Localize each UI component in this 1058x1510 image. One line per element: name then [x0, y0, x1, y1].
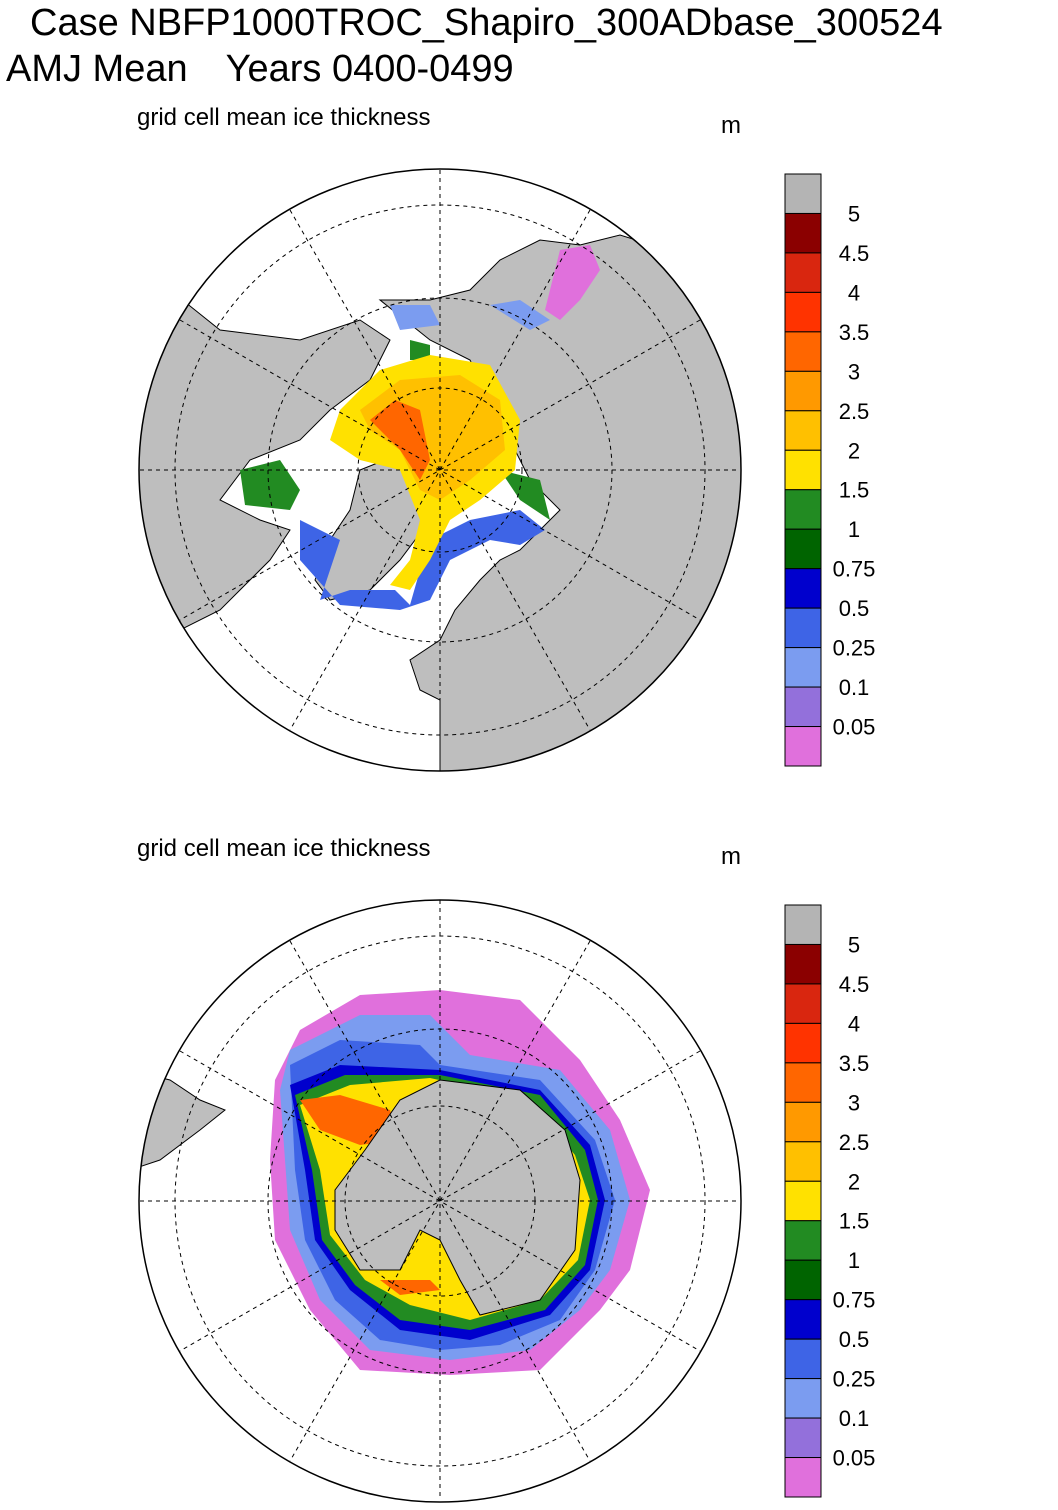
panel-subtitle-arctic: grid cell mean ice thickness [137, 104, 431, 131]
antarctic-polar-map: 5 4.5 4 3.5 3 2.5 2 1.5 1 0.75 0.5 0.25 0.1 0.05 [138, 899, 876, 1503]
sea-ice-thick-weddell [300, 1095, 440, 1295]
sea-ice-thicker [370, 400, 430, 480]
land-eurasia [378, 234, 741, 771]
colorbar-swatch [784, 291, 822, 333]
map-boundary [138, 899, 742, 1503]
colorbar-swatch [784, 449, 822, 491]
panel-subtitle-antarctic: grid cell mean ice thickness [137, 835, 431, 862]
colorbar-antarctic: 5 4.5 4 3.5 3 2.5 2 1.5 1 0.75 0.5 0.25 0.1 0.05 [784, 904, 876, 1498]
colorbar-swatch [784, 212, 822, 254]
map-boundary [138, 168, 742, 772]
graticule [140, 170, 740, 770]
colorbar-tick-label: 3 [848, 1090, 860, 1115]
colorbar-swatch [784, 607, 822, 649]
colorbar-tick-label: 4.5 [839, 241, 870, 266]
colorbar-tick-label: 1 [848, 517, 860, 542]
units-label-arctic: m [721, 112, 741, 139]
colorbar-swatch [784, 173, 822, 214]
colorbar-tick-label: 4 [848, 1011, 860, 1036]
colorbar-swatch [784, 686, 822, 728]
colorbar-swatch [784, 1417, 822, 1459]
colorbar-swatch [784, 1378, 822, 1419]
colorbar-swatch [784, 1259, 822, 1301]
colorbar-tick-label: 4.5 [839, 972, 870, 997]
colorbar-tick-label: 2.5 [839, 1130, 870, 1155]
season-label: AMJ Mean [6, 48, 188, 90]
colorbar-swatch [784, 1101, 822, 1143]
colorbar-tick-label: 0.5 [839, 596, 870, 621]
colorbar-swatch [784, 568, 822, 609]
colorbar-tick-label: 2 [848, 1169, 860, 1194]
colorbar-tick-label: 1.5 [839, 1209, 870, 1234]
colorbar-swatch [784, 370, 822, 412]
colorbar-swatch [784, 252, 822, 293]
plot-title-period: AMJ Mean Years 0400-0499 [6, 48, 552, 91]
colorbar-tick-label: 2.5 [839, 399, 870, 424]
land-north-america [139, 259, 391, 641]
colorbar-tick-label: 0.05 [833, 1446, 876, 1471]
units-label-antarctic: m [721, 843, 741, 870]
colorbar-tick-label: 0.1 [839, 1406, 870, 1431]
colorbar-tick-label: 0.25 [833, 636, 876, 661]
colorbar-swatch [784, 943, 822, 985]
colorbar-swatch [784, 983, 822, 1024]
colorbar-tick-label: 4 [848, 280, 860, 305]
colorbar-tick-label: 3 [848, 359, 860, 384]
colorbar-swatch [784, 1299, 822, 1340]
colorbar-tick-label: 0.5 [839, 1327, 870, 1352]
colorbar-swatch [784, 1457, 822, 1498]
colorbar-swatch [784, 331, 822, 372]
colorbar-tick-label: 1 [848, 1248, 860, 1273]
arctic-polar-map: 5 4.5 4 3.5 3 2.5 2 1.5 1 0.75 0.5 0.25 0.1 0.05 [138, 168, 876, 772]
sea-ice-margin-blue [300, 510, 545, 610]
colorbar-swatch [784, 528, 822, 570]
colorbar-tick-label: 0.05 [833, 715, 876, 740]
plot-title-case: Case NBFP1000TROC_Shapiro_300ADbase_3005… [30, 2, 943, 44]
colorbar-swatch [784, 489, 822, 530]
colorbar-tick-label: 5 [848, 932, 860, 957]
colorbar-swatch [784, 1338, 822, 1380]
colorbar-swatch [784, 1220, 822, 1261]
colorbar-swatch [784, 904, 822, 945]
colorbar-tick-label: 3.5 [839, 320, 870, 345]
colorbar-swatch [784, 1022, 822, 1064]
colorbar-tick-label: 0.75 [833, 557, 876, 582]
graticule [140, 900, 740, 1500]
colorbar-swatch [784, 1141, 822, 1182]
colorbar-tick-label: 3.5 [839, 1051, 870, 1076]
colorbar-swatch [784, 647, 822, 688]
land-antarctica [334, 1079, 581, 1316]
colorbar-tick-label: 0.25 [833, 1367, 876, 1392]
colorbar-tick-label: 2 [848, 438, 860, 463]
colorbar-tick-label: 0.1 [839, 675, 870, 700]
colorbar-swatch [784, 1180, 822, 1222]
years-label: Years 0400-0499 [225, 48, 514, 90]
colorbar-arctic: 5 4.5 4 3.5 3 2.5 2 1.5 1 0.75 0.5 0.25 0.1 0.05 [784, 173, 876, 767]
colorbar-tick-label: 1.5 [839, 478, 870, 503]
colorbar-swatch [784, 726, 822, 767]
colorbar-tick-label: 0.75 [833, 1288, 876, 1313]
colorbar-swatch [784, 1062, 822, 1103]
colorbar-tick-label: 5 [848, 201, 860, 226]
sea-ice-okhotsk [545, 245, 600, 320]
colorbar-swatch [784, 410, 822, 451]
sea-ice-bering [390, 300, 550, 330]
